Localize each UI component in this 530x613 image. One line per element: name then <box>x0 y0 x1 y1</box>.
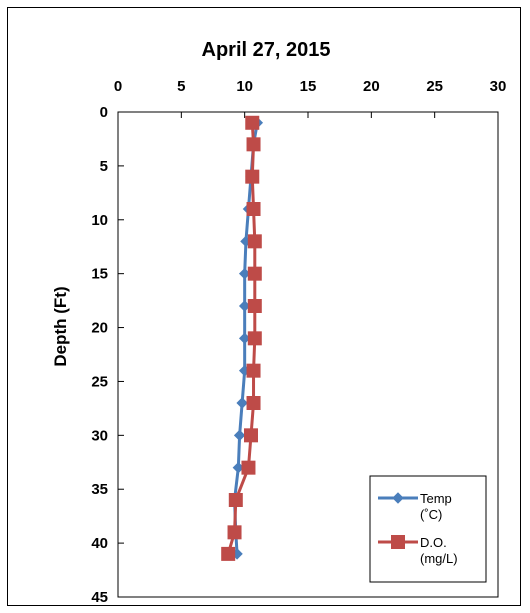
data-point <box>228 493 243 507</box>
chart-title: April 27, 2015 <box>202 39 331 61</box>
y-tick-label: 15 <box>91 266 108 283</box>
y-tick-label: 45 <box>91 589 108 605</box>
data-point <box>247 266 262 281</box>
data-point <box>247 299 262 313</box>
legend-unit: (mg/L) <box>420 551 458 566</box>
legend-marker <box>392 492 404 504</box>
y-axis-label: Depth (Ft) <box>51 286 70 366</box>
data-point <box>241 460 256 475</box>
data-point <box>245 115 260 130</box>
x-tick-label: 5 <box>177 78 185 95</box>
data-point <box>221 546 236 561</box>
y-tick-label: 35 <box>91 481 108 498</box>
y-tick-label: 5 <box>100 158 108 175</box>
series-do <box>221 115 262 561</box>
data-point <box>246 202 261 216</box>
y-tick-label: 20 <box>91 320 108 337</box>
data-point <box>247 331 262 346</box>
legend-unit: (˚C) <box>420 507 442 522</box>
data-point <box>246 363 261 378</box>
x-tick-label: 15 <box>300 78 317 95</box>
chart-frame: April 27, 2015 0 5 10 15 20 25 30 0 5 10 15 20 25 30… <box>7 7 521 606</box>
y-tick-labels: 0 5 10 15 20 25 30 35 40 45 <box>91 104 124 605</box>
data-point <box>246 396 261 410</box>
series-group <box>221 115 264 561</box>
x-tick-label: 20 <box>363 78 380 95</box>
data-point <box>246 137 261 152</box>
y-tick-label: 40 <box>91 535 108 552</box>
legend: Temp(˚C) D.O.(mg/L) <box>369 475 487 583</box>
x-tick-labels: 0 5 10 15 20 25 30 <box>114 78 507 118</box>
x-tick-label: 0 <box>114 78 122 95</box>
data-point <box>245 169 260 184</box>
x-tick-label: 30 <box>490 78 507 95</box>
depth-profile-chart: April 27, 2015 0 5 10 15 20 25 30 0 5 10 15 20 25 30… <box>51 39 507 605</box>
legend-label: D.O. <box>420 535 447 550</box>
legend-marker <box>391 535 405 549</box>
data-point <box>233 429 246 442</box>
data-point <box>244 428 258 443</box>
data-point <box>247 234 262 249</box>
y-tick-label: 10 <box>91 212 108 229</box>
y-tick-label: 30 <box>91 427 108 444</box>
data-point <box>227 525 242 540</box>
x-tick-label: 10 <box>236 78 253 95</box>
y-tick-label: 0 <box>100 104 108 121</box>
plot-area <box>117 111 499 598</box>
data-point <box>236 397 248 409</box>
legend-label: Temp <box>420 491 452 506</box>
y-tick-label: 25 <box>91 373 108 390</box>
legend-box <box>369 475 487 583</box>
x-tick-label: 25 <box>426 78 443 95</box>
